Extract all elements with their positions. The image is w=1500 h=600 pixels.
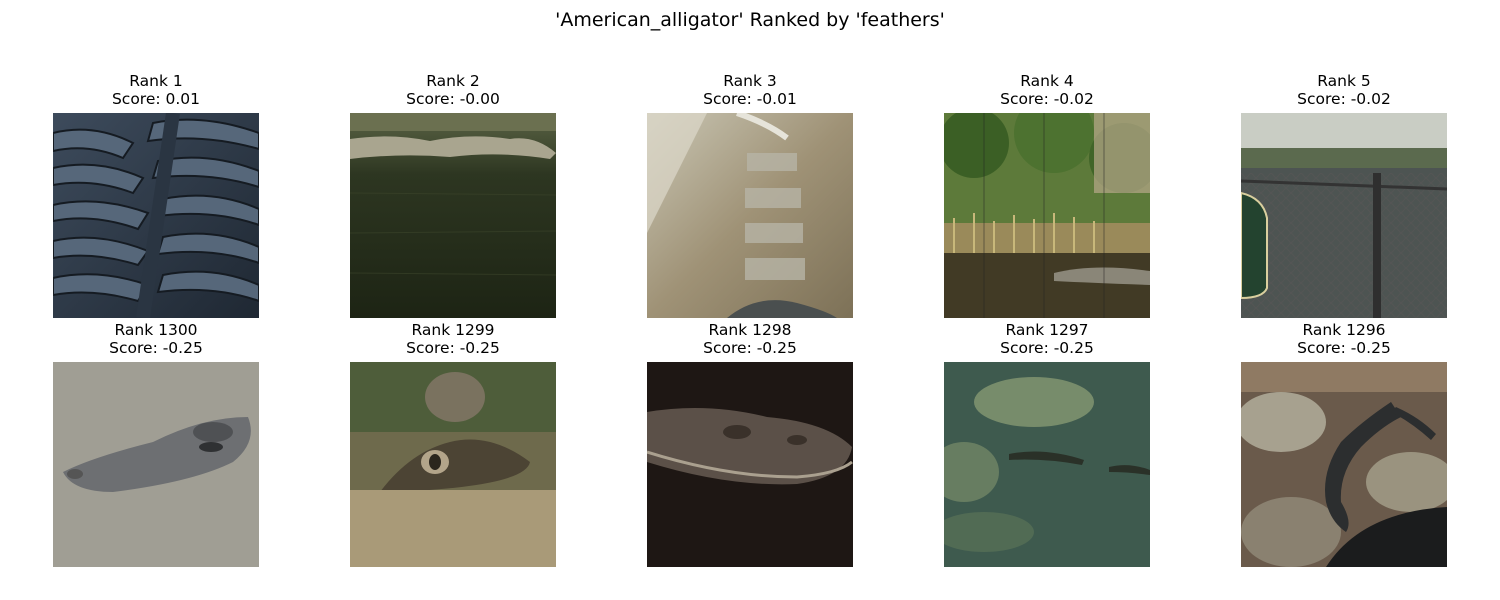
score-label: Score: -0.25	[109, 339, 203, 357]
panel-caption: Rank 4 Score: -0.02	[914, 72, 1180, 108]
panel-caption: Rank 1 Score: 0.01	[23, 72, 289, 108]
score-label: Score: -0.25	[1297, 339, 1391, 357]
rank-label: Rank 1	[129, 72, 183, 90]
panel-caption: Rank 2 Score: -0.00	[320, 72, 586, 108]
rank-label: Rank 3	[723, 72, 777, 90]
score-label: Score: 0.01	[111, 90, 201, 108]
rank-label: Rank 1297	[1005, 321, 1089, 339]
score-label: Score: -0.25	[703, 339, 797, 357]
score-label: Score: -0.25	[1000, 339, 1094, 357]
muddy-pool-photo	[647, 113, 853, 318]
score-label: Score: -0.25	[406, 339, 500, 357]
alligator-dark-background-photo	[647, 362, 853, 567]
rank-label: Rank 4	[1020, 72, 1074, 90]
figure-title: 'American_alligator' Ranked by 'feathers…	[555, 9, 945, 31]
alligator-in-dark-water-photo	[350, 113, 556, 318]
rank-label: Rank 1298	[708, 321, 792, 339]
rank-label: Rank 1299	[411, 321, 495, 339]
panel-caption: Rank 1300 Score: -0.25	[23, 321, 289, 357]
panel-caption: Rank 1299 Score: -0.25	[320, 321, 586, 357]
zoo-enclosure-trees-photo	[944, 113, 1150, 318]
alligator-scales-photo	[53, 113, 259, 318]
panel-caption: Rank 1296 Score: -0.25	[1211, 321, 1477, 357]
score-label: Score: -0.02	[1000, 90, 1094, 108]
alligator-head-grey-water-photo	[53, 362, 259, 567]
panel-caption: Rank 1298 Score: -0.25	[617, 321, 883, 357]
panel-caption: Rank 5 Score: -0.02	[1211, 72, 1477, 108]
alligator-eyes-closeup-photo	[350, 362, 556, 567]
alligator-green-water-photo	[944, 362, 1150, 567]
panel-caption: Rank 1297 Score: -0.25	[914, 321, 1180, 357]
score-label: Score: -0.02	[1297, 90, 1391, 108]
rank-label: Rank 1300	[114, 321, 198, 339]
chain-link-fence-pond-photo	[1241, 113, 1447, 318]
rank-label: Rank 2	[426, 72, 480, 90]
score-label: Score: -0.00	[406, 90, 500, 108]
panel-caption: Rank 3 Score: -0.01	[617, 72, 883, 108]
rank-label: Rank 1296	[1302, 321, 1386, 339]
rank-label: Rank 5	[1317, 72, 1371, 90]
baby-alligator-on-rocks-photo	[1241, 362, 1447, 567]
score-label: Score: -0.01	[703, 90, 797, 108]
